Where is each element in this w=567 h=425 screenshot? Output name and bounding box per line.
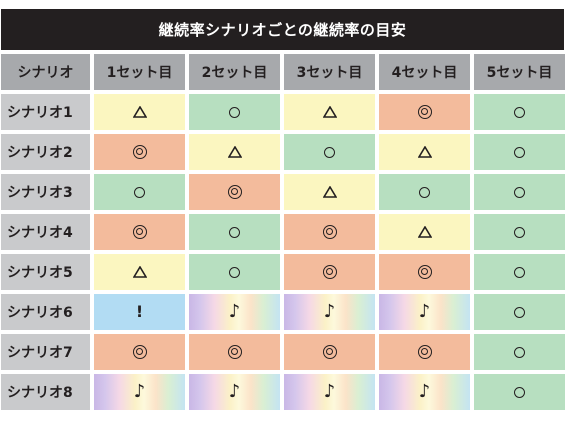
- triangle-icon: [132, 266, 147, 278]
- row-label: シナリオ7: [1, 334, 90, 370]
- table-cell: !: [94, 294, 185, 330]
- row-label: シナリオ4: [1, 214, 90, 250]
- table-cell: [379, 174, 470, 210]
- row-label: シナリオ1: [1, 94, 90, 130]
- circle-icon: [514, 386, 525, 398]
- table-cell: [379, 134, 470, 170]
- table-cell: [94, 334, 185, 370]
- triangle-icon: [227, 146, 242, 158]
- double-circle-icon: [227, 185, 242, 199]
- table-cell: ♪: [94, 374, 185, 410]
- table-cell: [474, 294, 565, 330]
- header-col-1: 1セット目: [94, 54, 185, 90]
- table-cell: [94, 94, 185, 130]
- music-note-icon: ♪: [228, 381, 241, 402]
- table-cell: ♪: [379, 294, 470, 330]
- music-note-icon: ♪: [323, 381, 336, 402]
- triangle-icon: [417, 146, 432, 158]
- table-cell: [94, 174, 185, 210]
- circle-icon: [419, 186, 430, 198]
- circle-icon: [514, 106, 525, 118]
- table-cell: [189, 254, 280, 290]
- double-circle-icon: [132, 225, 147, 239]
- double-circle-icon: [132, 345, 147, 359]
- table-cell: [189, 214, 280, 250]
- circle-icon: [514, 226, 525, 238]
- double-circle-icon: [322, 225, 337, 239]
- table-cell: [94, 214, 185, 250]
- circle-icon: [229, 266, 240, 278]
- triangle-icon: [322, 186, 337, 198]
- scenario-table: 継続率シナリオごとの継続率の目安 シナリオ 1セット目 2セット目 3セット目 …: [1, 9, 565, 414]
- table-cell: [189, 334, 280, 370]
- music-note-icon: ♪: [133, 381, 146, 402]
- music-note-icon: ♪: [418, 381, 431, 402]
- triangle-icon: [132, 106, 147, 118]
- table-cell: [284, 174, 375, 210]
- music-note-icon: ♪: [418, 301, 431, 322]
- row-label: シナリオ3: [1, 174, 90, 210]
- double-circle-icon: [417, 105, 432, 119]
- triangle-icon: [322, 106, 337, 118]
- exclamation-icon: !: [135, 302, 144, 321]
- circle-icon: [324, 146, 335, 158]
- row-label: シナリオ5: [1, 254, 90, 290]
- table-cell: [474, 174, 565, 210]
- circle-icon: [229, 226, 240, 238]
- circle-icon: [514, 266, 525, 278]
- double-circle-icon: [417, 345, 432, 359]
- table-title: 継続率シナリオごとの継続率の目安: [1, 9, 564, 50]
- table-grid: シナリオ 1セット目 2セット目 3セット目 4セット目 5セット目 シナリオ1…: [1, 54, 565, 410]
- circle-icon: [514, 306, 525, 318]
- table-cell: [284, 254, 375, 290]
- header-col-5: 5セット目: [474, 54, 565, 90]
- header-col-4: 4セット目: [379, 54, 470, 90]
- header-col-2: 2セット目: [189, 54, 280, 90]
- table-cell: [94, 134, 185, 170]
- music-note-icon: ♪: [323, 301, 336, 322]
- circle-icon: [229, 106, 240, 118]
- table-cell: [284, 214, 375, 250]
- table-cell: [189, 174, 280, 210]
- table-cell: [474, 214, 565, 250]
- table-cell: [474, 94, 565, 130]
- table-cell: [379, 254, 470, 290]
- table-cell: ♪: [189, 374, 280, 410]
- row-label: シナリオ2: [1, 134, 90, 170]
- table-cell: [474, 134, 565, 170]
- row-label: シナリオ8: [1, 374, 90, 410]
- music-note-icon: ♪: [228, 301, 241, 322]
- circle-icon: [514, 146, 525, 158]
- header-corner: シナリオ: [1, 54, 90, 90]
- circle-icon: [134, 186, 145, 198]
- double-circle-icon: [417, 265, 432, 279]
- triangle-icon: [417, 226, 432, 238]
- table-cell: [284, 134, 375, 170]
- double-circle-icon: [227, 345, 242, 359]
- table-cell: [189, 134, 280, 170]
- table-cell: ♪: [189, 294, 280, 330]
- double-circle-icon: [322, 265, 337, 279]
- table-cell: [474, 374, 565, 410]
- table-cell: ♪: [379, 374, 470, 410]
- table-cell: [94, 254, 185, 290]
- table-cell: [284, 334, 375, 370]
- circle-icon: [514, 186, 525, 198]
- table-cell: [379, 214, 470, 250]
- table-cell: [474, 334, 565, 370]
- header-col-3: 3セット目: [284, 54, 375, 90]
- table-cell: [379, 94, 470, 130]
- table-cell: [284, 94, 375, 130]
- table-cell: [379, 334, 470, 370]
- row-label: シナリオ6: [1, 294, 90, 330]
- double-circle-icon: [132, 145, 147, 159]
- table-cell: [189, 94, 280, 130]
- table-cell: ♪: [284, 294, 375, 330]
- table-cell: [474, 254, 565, 290]
- circle-icon: [514, 346, 525, 358]
- double-circle-icon: [322, 345, 337, 359]
- table-cell: ♪: [284, 374, 375, 410]
